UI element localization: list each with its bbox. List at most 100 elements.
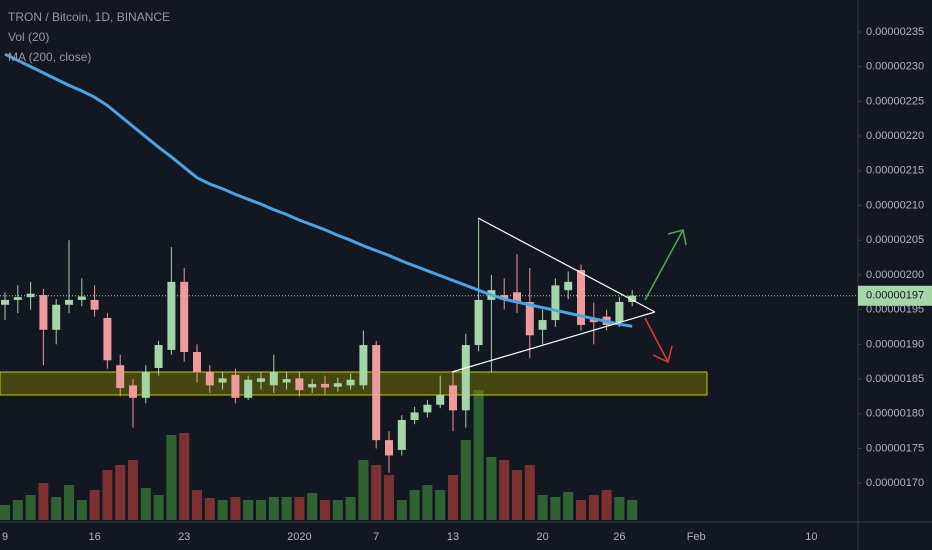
candle-body	[397, 420, 406, 450]
candle-body	[333, 383, 342, 387]
candle-body	[90, 299, 99, 310]
volume-bar	[217, 500, 228, 520]
volume-bar	[537, 495, 548, 520]
price-layer	[1, 52, 637, 473]
ma-line	[4, 52, 633, 328]
volume-bar	[281, 497, 292, 520]
volume-bar	[230, 497, 241, 520]
x-tick-label: 16	[88, 531, 100, 543]
volume-bar	[243, 500, 254, 520]
y-tick-label: 0.00000215	[866, 165, 924, 177]
candle-body	[551, 285, 560, 321]
volume-bar	[204, 498, 215, 520]
volume-bar	[512, 470, 522, 520]
candle-body	[577, 270, 585, 325]
x-tick-label: Feb	[687, 531, 706, 543]
y-tick-label: 0.00000225	[866, 95, 924, 107]
volume-bar	[294, 497, 305, 520]
volume-bar	[422, 485, 433, 520]
candle-body	[513, 292, 521, 303]
x-tick-label: 2020	[287, 531, 311, 543]
candle-body	[628, 295, 637, 303]
volume-bar	[64, 485, 74, 520]
candle-body	[359, 345, 368, 386]
volume-bar	[358, 460, 369, 520]
candle-body	[461, 345, 470, 411]
triangle-upper	[477, 217, 656, 313]
y-tick-label: 0.00000185	[866, 373, 924, 385]
y-tick-label: 0.00000195	[866, 304, 924, 316]
legend-symbol: TRON / Bitcoin, 1D, BINANCE	[8, 10, 170, 24]
x-tick-label: 13	[447, 531, 459, 543]
volume-bar	[345, 497, 356, 520]
candle-body	[129, 385, 137, 398]
volume-bar	[153, 495, 164, 520]
volume-bar	[614, 497, 625, 520]
volume-bar	[563, 492, 574, 520]
arrow-shaft	[644, 229, 684, 301]
legend-volume: Vol (20)	[8, 30, 49, 44]
x-tick-label: 10	[805, 531, 817, 543]
arrow-shaft	[644, 317, 669, 363]
candle-body	[269, 372, 278, 386]
volume-bar	[486, 457, 497, 520]
candle-body	[295, 378, 304, 391]
volume-bar	[460, 440, 471, 520]
volume-bar	[384, 475, 394, 520]
candle-body	[525, 302, 534, 336]
volume-bar	[499, 460, 510, 520]
candle-body	[372, 345, 381, 441]
volume-bar	[473, 390, 484, 520]
candle-body	[346, 379, 355, 386]
candle-body	[321, 383, 329, 388]
candle-body	[39, 295, 48, 330]
last-price-label: 0.00000197	[866, 290, 924, 302]
price-axis	[858, 0, 932, 550]
volume-bar	[307, 493, 318, 520]
candle-body	[500, 295, 509, 300]
y-tick-label: 0.00000180	[866, 408, 924, 420]
candle-body	[538, 320, 547, 330]
candle-body	[436, 395, 445, 405]
candle-body	[103, 317, 112, 361]
arrow-head	[652, 345, 673, 364]
candle-body	[385, 440, 393, 456]
y-tick-label: 0.00000170	[866, 477, 924, 489]
volume-bar	[115, 465, 126, 520]
legend-ma: MA (200, close)	[8, 50, 91, 64]
volume-bar	[179, 433, 190, 520]
volume-bar	[140, 488, 151, 520]
volume-bar	[38, 483, 49, 520]
candle-body	[282, 379, 291, 383]
y-tick-label: 0.00000200	[866, 269, 924, 281]
candle-body	[154, 345, 163, 368]
y-tick-label: 0.00000205	[866, 234, 924, 246]
volume-bar	[25, 495, 36, 520]
candle-body	[205, 372, 214, 386]
volume-bar	[550, 497, 561, 520]
candle-body	[589, 319, 598, 323]
volume-bar	[76, 500, 87, 520]
x-tick-label: 9	[2, 531, 8, 543]
y-tick-label: 0.00000210	[866, 199, 924, 211]
volume-bar	[627, 500, 638, 520]
candle-body	[257, 378, 265, 382]
candle-body	[308, 383, 317, 388]
triangle-lower	[451, 311, 656, 373]
volume-bar	[192, 490, 202, 520]
volume-bar	[396, 500, 407, 520]
volume-bar	[89, 490, 100, 520]
candle-body	[615, 302, 624, 323]
y-tick-label: 0.00000235	[866, 26, 924, 38]
last-price-box	[858, 285, 932, 306]
candle-body	[13, 297, 22, 300]
y-tick-label: 0.00000175	[866, 442, 924, 454]
up-arrow	[644, 229, 687, 301]
candle-body	[410, 412, 419, 421]
candle-body	[167, 281, 176, 350]
volume-bar	[0, 505, 10, 520]
candle-body	[1, 299, 9, 305]
candle-body	[564, 281, 573, 291]
